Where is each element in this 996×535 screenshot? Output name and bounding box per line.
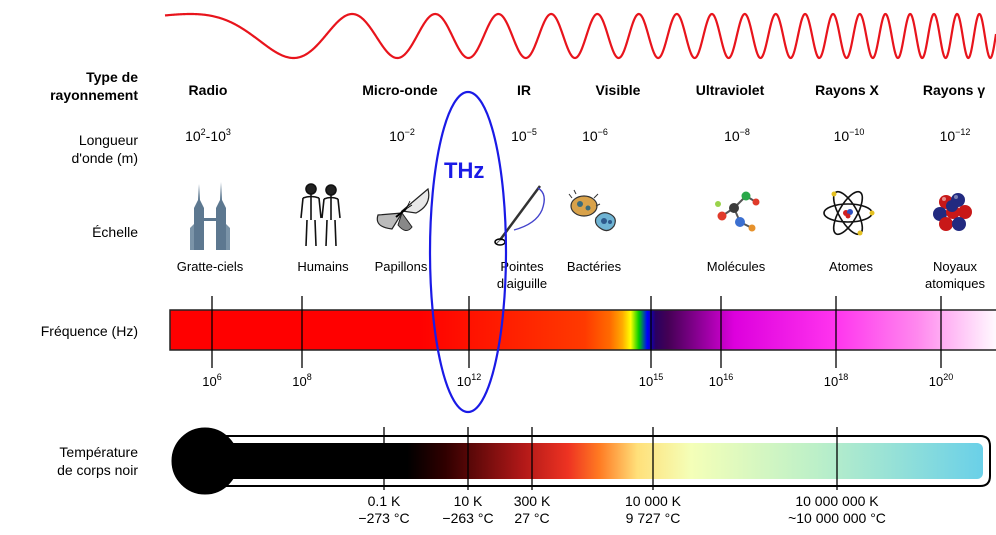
- freq-label-1e20: 1020: [928, 372, 954, 390]
- category-microwave: Micro-onde: [362, 82, 438, 98]
- scale-label-atoms: Atomes: [828, 259, 874, 274]
- category-ir: IR: [517, 82, 531, 98]
- row-label-type: Type de rayonnement: [50, 68, 138, 104]
- scale-label-nuclei: Noyaux atomiques: [925, 259, 985, 291]
- scale-label-bacteria: Bactéries: [566, 259, 622, 274]
- freq-label-1e15: 1015: [638, 372, 664, 390]
- wavelength-gamma: 10−12: [939, 127, 971, 145]
- thz-label: THz: [444, 158, 485, 183]
- category-gamma: Rayons γ: [922, 82, 986, 98]
- thz-highlight: [428, 90, 508, 414]
- temperature-bar: [215, 443, 983, 479]
- freq-label-1e16: 1016: [708, 372, 734, 390]
- type-label-line1: Type de rayonnement: [50, 69, 138, 103]
- molecule-icon: [715, 191, 760, 232]
- temp-label-10k: 10 K −263 °C: [442, 493, 494, 526]
- freq-label-1e12: 1012: [456, 372, 482, 390]
- frequency-bar: [169, 309, 996, 351]
- wavelength-xrays: 10−10: [833, 127, 865, 145]
- butterfly-icon: [376, 187, 430, 231]
- thermometer-outline: [226, 435, 991, 487]
- temp-label-0-1k: 0.1 K −273 °C: [358, 493, 410, 526]
- atom-icon: [823, 190, 875, 236]
- category-visible: Visible: [595, 82, 641, 98]
- wave-line: [164, 12, 996, 60]
- wavelength-ultraviolet: 10−8: [724, 127, 750, 145]
- wavelength-ir: 10−5: [511, 127, 537, 145]
- row-label-wavelength: Longueur d'onde (m): [71, 132, 138, 166]
- humans-icon: [300, 183, 341, 247]
- scale-label-needles: Pointes d'aiguille: [496, 259, 548, 291]
- freq-label-1e6: 106: [202, 372, 222, 390]
- wavelength-radio: 102-103: [185, 127, 231, 145]
- scale-label-skyscrapers: Gratte-ciels: [176, 259, 244, 274]
- wavelength-microwave: 10−2: [389, 127, 415, 145]
- temp-label-10000000k: 10 000 000 K ~10 000 000 °C: [788, 493, 886, 526]
- scale-label-molecules: Molécules: [706, 259, 766, 274]
- category-ultraviolet: Ultraviolet: [695, 82, 765, 98]
- nucleus-icon: [933, 193, 972, 231]
- row-label-scale: Échelle: [92, 224, 138, 240]
- category-radio: Radio: [188, 82, 228, 98]
- row-label-frequency: Fréquence (Hz): [40, 323, 138, 339]
- row-label-temperature: Température de corps noir: [57, 444, 138, 478]
- scale-label-butterflies: Papillons: [374, 259, 428, 274]
- skyscraper-icon: [190, 182, 230, 250]
- wavelength-visible: 10−6: [582, 127, 608, 145]
- freq-label-1e18: 1018: [823, 372, 849, 390]
- freq-label-1e8: 108: [292, 372, 312, 390]
- bars-graphic: [169, 296, 996, 495]
- scale-label-humans: Humains: [297, 259, 349, 274]
- bacteria-icon: [568, 189, 616, 232]
- temp-label-300k: 300 K 27 °C: [513, 493, 551, 526]
- category-xrays: Rayons X: [815, 82, 879, 98]
- wave-graphic: [164, 12, 996, 60]
